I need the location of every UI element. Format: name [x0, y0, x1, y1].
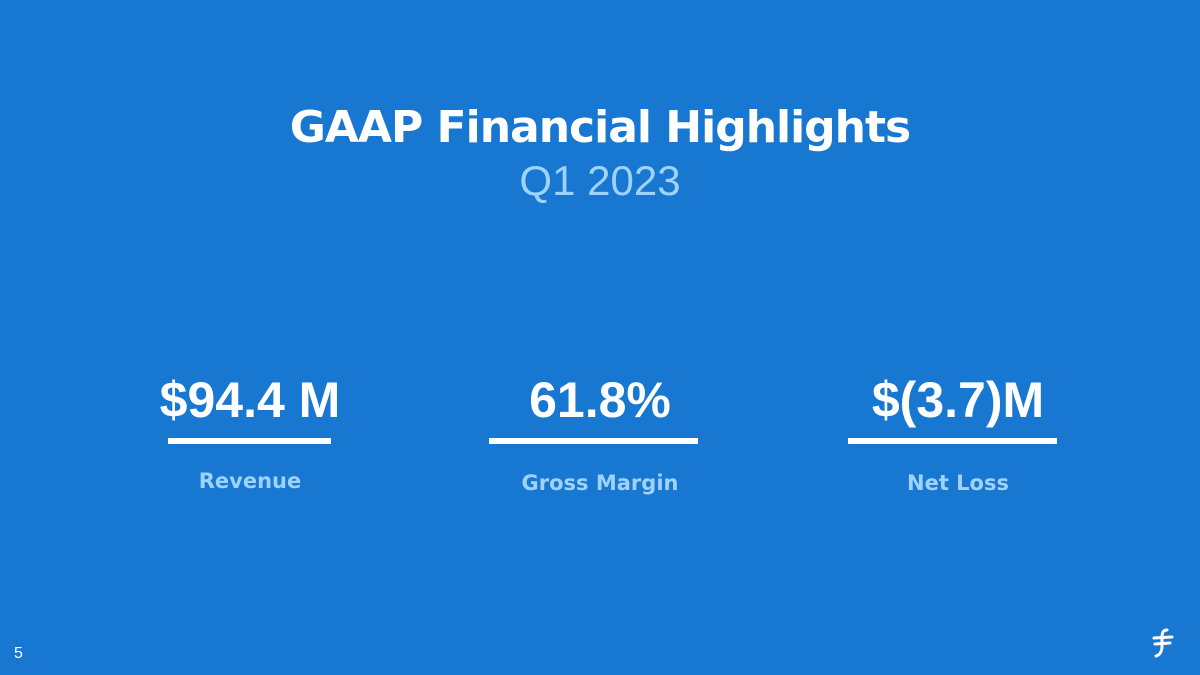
metric-label: Net Loss: [907, 471, 1009, 495]
slide-subtitle: Q1 2023: [519, 157, 681, 204]
logo-icon: [1152, 628, 1174, 658]
metric-underline: [489, 438, 698, 444]
metric-value: $94.4 M: [159, 372, 341, 428]
metric-underline: [848, 438, 1057, 444]
metric-value: 61.8%: [529, 372, 671, 428]
metric-value: $(3.7)M: [871, 372, 1045, 428]
metric-underline: [168, 438, 331, 444]
page-number: 5: [14, 645, 23, 662]
metric-gross-margin: 61.8% Gross Margin: [450, 372, 750, 502]
slide-title: GAAP Financial Highlights: [289, 102, 911, 153]
metric-revenue: $94.4 M Revenue: [100, 372, 400, 502]
metric-label: Gross Margin: [521, 471, 679, 495]
metric-net-loss: $(3.7)M Net Loss: [808, 372, 1108, 502]
metric-label: Revenue: [198, 469, 302, 493]
